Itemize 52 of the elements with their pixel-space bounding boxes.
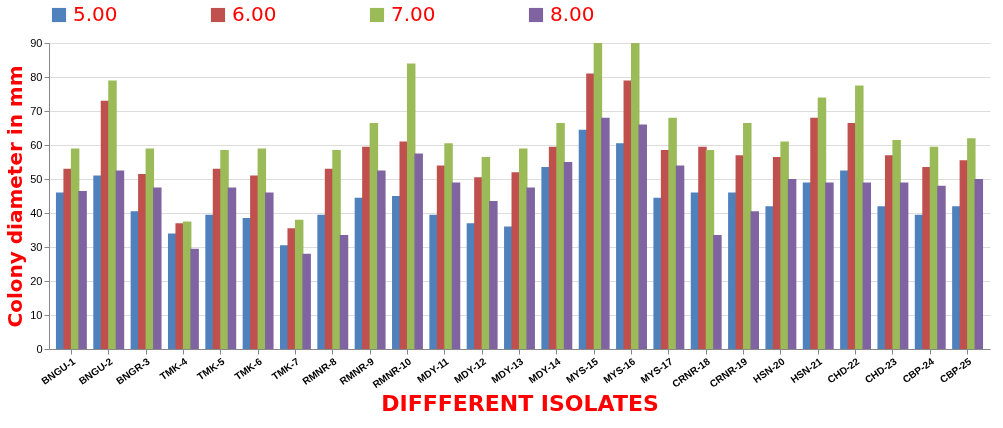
bar xyxy=(414,153,423,349)
bar xyxy=(444,143,453,349)
bar xyxy=(451,182,461,349)
bar xyxy=(489,201,498,349)
bar xyxy=(825,182,834,349)
legend-label: 5.00 xyxy=(73,2,118,26)
bar xyxy=(115,170,125,349)
bar xyxy=(713,235,722,349)
bar xyxy=(556,122,565,349)
y-tick-label: 80 xyxy=(30,70,43,83)
bar xyxy=(892,139,901,349)
x-axis-title: DIFFFERENT ISOLATES xyxy=(381,391,659,417)
bar xyxy=(108,80,117,349)
bar xyxy=(967,138,976,349)
bar xyxy=(265,192,274,349)
y-tick-label: 70 xyxy=(30,104,43,117)
bar xyxy=(862,182,872,349)
y-tick-label: 20 xyxy=(30,274,43,287)
y-tick-label: 10 xyxy=(30,308,43,321)
bar xyxy=(638,124,647,349)
legend-label: 8.00 xyxy=(550,2,595,26)
y-axis-title: Colony diameter in mm xyxy=(3,65,28,328)
bar xyxy=(974,179,984,349)
bar xyxy=(780,141,789,349)
y-tick-label: 50 xyxy=(30,172,43,185)
bar xyxy=(855,85,864,349)
bar xyxy=(190,248,199,349)
bar xyxy=(526,187,535,349)
bar xyxy=(339,235,349,349)
bar xyxy=(302,253,311,349)
bar xyxy=(153,187,162,349)
y-tick-label: 0 xyxy=(36,342,43,355)
bar xyxy=(937,185,946,349)
bar xyxy=(227,187,237,349)
bar xyxy=(675,165,685,349)
bar xyxy=(563,162,573,349)
bar xyxy=(750,211,759,349)
bar xyxy=(787,179,797,349)
bar xyxy=(377,170,386,349)
bar xyxy=(220,150,229,349)
y-tick-label: 40 xyxy=(30,206,43,219)
legend-label: 6.00 xyxy=(232,2,277,26)
bar xyxy=(668,117,677,349)
y-tick-label: 60 xyxy=(30,138,43,151)
bar xyxy=(332,150,341,349)
bar xyxy=(899,182,909,349)
bar xyxy=(78,190,87,349)
legend-label: 7.00 xyxy=(391,2,436,26)
y-tick-label: 90 xyxy=(30,36,43,49)
bar xyxy=(743,122,752,349)
bar xyxy=(601,117,610,349)
y-tick-label: 30 xyxy=(30,240,43,253)
